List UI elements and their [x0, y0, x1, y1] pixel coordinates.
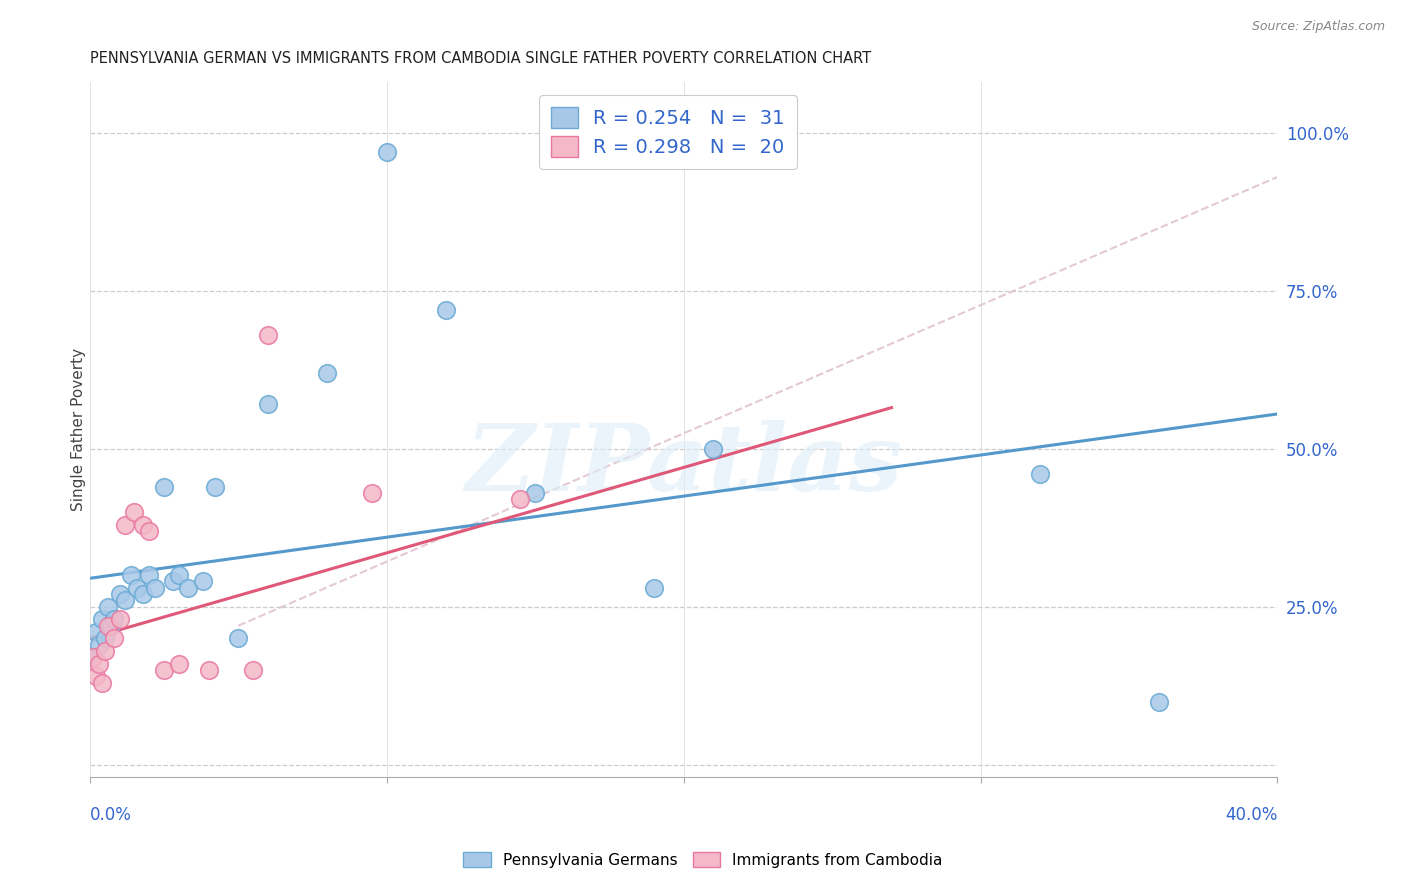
- Point: [97, 599, 120, 614]
- Point: [87, 657, 110, 671]
- Y-axis label: Single Father Poverty: Single Father Poverty: [72, 348, 86, 511]
- Point: [167, 657, 190, 671]
- Point: [108, 587, 131, 601]
- Point: [103, 632, 125, 646]
- Point: [257, 327, 280, 342]
- Point: [509, 492, 531, 507]
- Point: [1147, 694, 1170, 708]
- Point: [84, 625, 107, 640]
- Point: [153, 480, 176, 494]
- Point: [103, 612, 125, 626]
- Point: [93, 632, 115, 646]
- Point: [204, 480, 226, 494]
- Point: [138, 568, 160, 582]
- Point: [762, 132, 785, 146]
- Point: [82, 650, 104, 665]
- Point: [82, 650, 104, 665]
- Point: [114, 593, 136, 607]
- Point: [138, 524, 160, 538]
- Point: [375, 145, 398, 159]
- Point: [124, 505, 146, 519]
- Point: [226, 632, 249, 646]
- Point: [114, 517, 136, 532]
- Legend: R = 0.254   N =  31, R = 0.298   N =  20: R = 0.254 N = 31, R = 0.298 N = 20: [538, 95, 797, 169]
- Point: [84, 669, 107, 683]
- Point: [197, 663, 219, 677]
- Point: [143, 581, 166, 595]
- Point: [132, 517, 155, 532]
- Point: [434, 302, 457, 317]
- Point: [242, 663, 264, 677]
- Text: 40.0%: 40.0%: [1225, 805, 1278, 824]
- Point: [702, 442, 724, 456]
- Point: [97, 618, 120, 632]
- Point: [191, 574, 214, 589]
- Point: [132, 587, 155, 601]
- Point: [524, 486, 547, 500]
- Point: [177, 581, 200, 595]
- Point: [643, 581, 665, 595]
- Point: [108, 612, 131, 626]
- Point: [1029, 467, 1052, 481]
- Point: [361, 486, 384, 500]
- Point: [90, 612, 112, 626]
- Point: [127, 581, 149, 595]
- Point: [120, 568, 142, 582]
- Point: [316, 366, 339, 380]
- Text: 0.0%: 0.0%: [90, 805, 132, 824]
- Legend: Pennsylvania Germans, Immigrants from Cambodia: Pennsylvania Germans, Immigrants from Ca…: [457, 846, 949, 873]
- Point: [162, 574, 184, 589]
- Point: [90, 675, 112, 690]
- Point: [153, 663, 176, 677]
- Point: [167, 568, 190, 582]
- Text: Source: ZipAtlas.com: Source: ZipAtlas.com: [1251, 20, 1385, 33]
- Point: [93, 644, 115, 658]
- Point: [87, 638, 110, 652]
- Point: [100, 618, 122, 632]
- Point: [257, 397, 280, 411]
- Text: ZIPatlas: ZIPatlas: [465, 419, 903, 509]
- Text: PENNSYLVANIA GERMAN VS IMMIGRANTS FROM CAMBODIA SINGLE FATHER POVERTY CORRELATIO: PENNSYLVANIA GERMAN VS IMMIGRANTS FROM C…: [90, 51, 870, 66]
